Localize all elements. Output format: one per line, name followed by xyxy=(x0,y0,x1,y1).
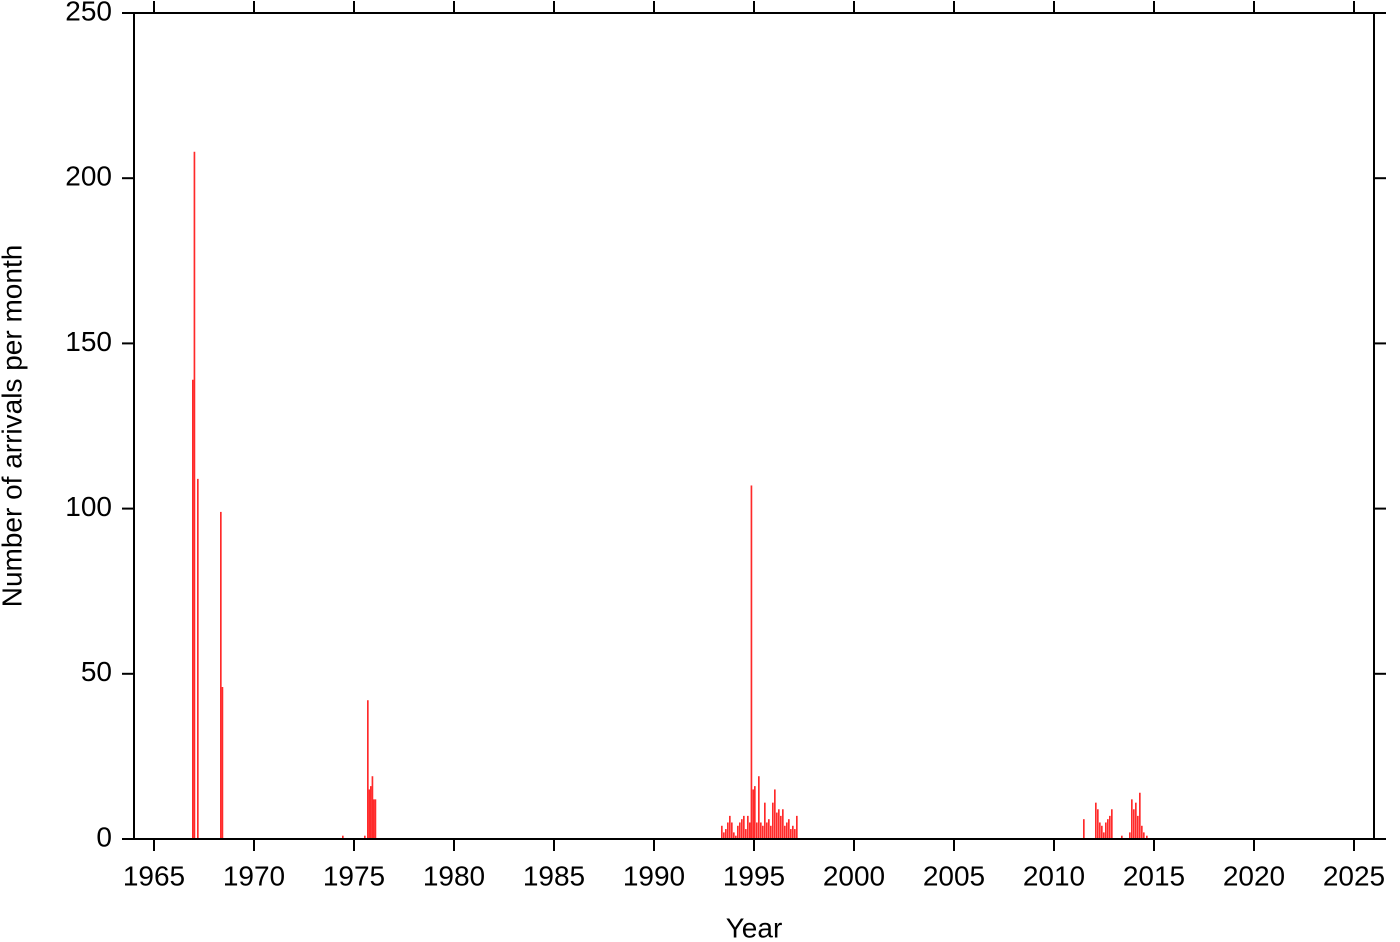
bar xyxy=(752,789,755,839)
bar xyxy=(776,812,778,839)
y-tick-label: 250 xyxy=(65,0,112,26)
bar xyxy=(342,835,344,839)
bar xyxy=(1083,819,1085,839)
bar xyxy=(788,819,790,839)
bar xyxy=(371,776,374,839)
bar xyxy=(1105,822,1107,839)
bar xyxy=(1099,822,1101,839)
bar xyxy=(768,819,770,839)
x-tick-label: 2015 xyxy=(1123,860,1185,891)
bar xyxy=(780,815,782,839)
bar xyxy=(790,829,792,839)
y-tick-label: 150 xyxy=(65,326,112,357)
x-tick-label: 1965 xyxy=(123,860,185,891)
bar xyxy=(221,687,224,839)
bar xyxy=(733,832,735,839)
bar xyxy=(1109,815,1111,839)
bar xyxy=(739,822,741,839)
y-axis-label: Number of arrivals per month xyxy=(0,245,27,608)
x-tick-label: 2010 xyxy=(1023,860,1085,891)
bar xyxy=(729,815,731,839)
y-tick-label: 200 xyxy=(65,161,112,192)
bar xyxy=(193,151,196,839)
bar xyxy=(721,825,723,839)
bar xyxy=(760,822,762,839)
x-tick-label: 1985 xyxy=(523,860,585,891)
bar xyxy=(1137,815,1139,839)
bar xyxy=(770,825,772,839)
bar xyxy=(373,799,375,839)
bar xyxy=(737,825,739,839)
x-tick-label: 2000 xyxy=(823,860,885,891)
bar xyxy=(735,835,737,839)
bar xyxy=(1139,792,1141,839)
bar xyxy=(749,822,751,839)
bar xyxy=(1143,832,1145,839)
bar xyxy=(750,485,753,839)
y-tick-label: 100 xyxy=(65,491,112,522)
bar xyxy=(758,776,760,839)
x-tick-label: 1990 xyxy=(623,860,685,891)
bar xyxy=(786,822,788,839)
x-axis-label: Year xyxy=(726,912,783,942)
bar xyxy=(197,478,199,839)
bar xyxy=(1131,799,1133,839)
bar xyxy=(727,822,729,839)
bar xyxy=(1141,825,1143,839)
bar xyxy=(723,832,725,839)
bar xyxy=(782,809,784,839)
bar xyxy=(1107,819,1109,839)
bar xyxy=(741,819,743,839)
x-tick-label: 1995 xyxy=(723,860,785,891)
bar xyxy=(220,511,222,839)
x-tick-label: 1975 xyxy=(323,860,385,891)
bar xyxy=(1121,835,1123,839)
x-tick-label: 2020 xyxy=(1223,860,1285,891)
x-tick-label: 1970 xyxy=(223,860,285,891)
bar xyxy=(1103,832,1105,839)
x-tick-label: 1980 xyxy=(423,860,485,891)
y-tick-label: 0 xyxy=(96,821,112,852)
bar xyxy=(743,815,745,839)
bar xyxy=(1129,832,1131,839)
bar xyxy=(772,802,774,839)
bar xyxy=(374,799,377,839)
bar xyxy=(1095,802,1097,839)
plot-frame xyxy=(133,12,1375,840)
bar xyxy=(368,789,371,839)
bar xyxy=(731,822,733,839)
bar xyxy=(796,815,798,839)
bar xyxy=(784,825,786,839)
bar xyxy=(364,835,366,839)
bar xyxy=(754,786,756,839)
y-tick-label: 50 xyxy=(81,656,112,687)
bar xyxy=(1097,809,1099,839)
bar xyxy=(778,809,780,839)
bar xyxy=(1101,825,1103,839)
bar xyxy=(367,700,369,839)
bar xyxy=(766,822,768,839)
bar xyxy=(370,786,372,839)
bar xyxy=(756,822,758,839)
bar xyxy=(192,379,194,839)
bar xyxy=(764,802,766,839)
bar xyxy=(794,829,796,839)
bar xyxy=(774,789,776,839)
bar xyxy=(792,825,794,839)
bar xyxy=(1133,809,1135,839)
x-tick-label: 2025 xyxy=(1323,860,1385,891)
bar xyxy=(1135,802,1137,839)
bar xyxy=(1146,835,1148,839)
bar xyxy=(745,829,747,839)
bar xyxy=(1111,809,1113,839)
bar xyxy=(762,825,764,839)
bar xyxy=(747,815,749,839)
x-tick-label: 2005 xyxy=(923,860,985,891)
bar xyxy=(725,829,727,839)
